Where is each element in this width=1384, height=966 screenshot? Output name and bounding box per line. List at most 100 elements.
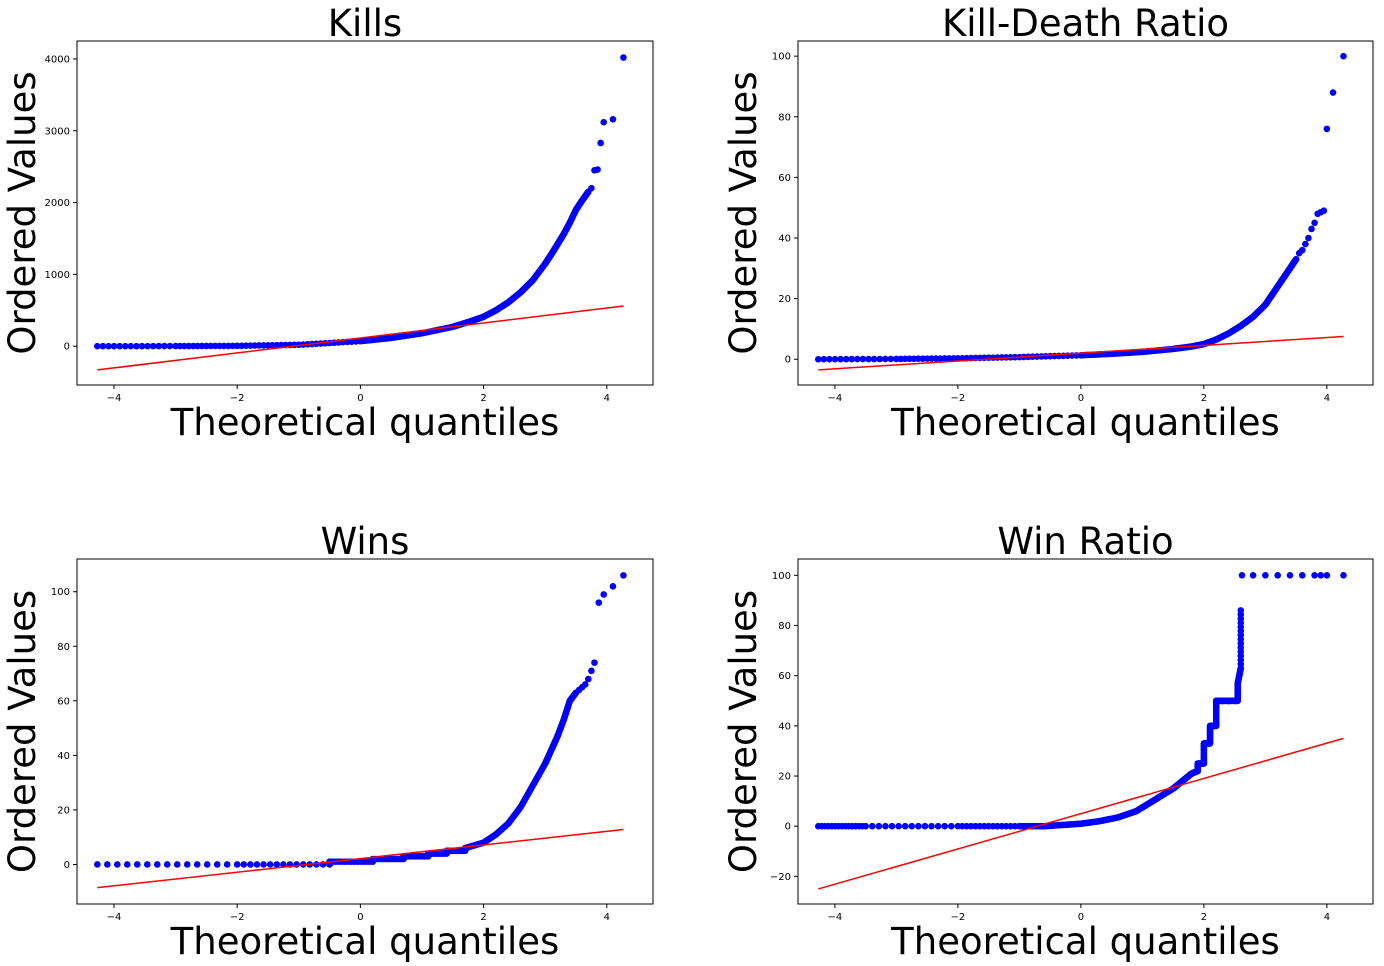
x-tick-label: 2 [1201,912,1207,923]
data-point [1262,572,1269,579]
data-point [99,342,107,350]
subplot-title: Win Ratio [997,520,1173,563]
data-point [293,861,300,868]
y-tick-label: 40 [57,751,70,762]
data-point [1274,572,1281,579]
data-point [888,822,896,830]
data-point [266,861,274,868]
y-tick-label: 2000 [45,198,70,209]
data-point [1323,572,1331,579]
y-axis-label: Ordered Values [722,590,765,873]
data-point [597,139,604,147]
x-tick-label: 4 [604,912,610,923]
y-tick-label: 20 [778,772,791,783]
x-axis-label: Theoretical quantiles [890,401,1280,444]
data-point [1292,255,1300,263]
x-tick-label: 4 [1324,393,1330,404]
x-tick-label: −4 [107,912,122,923]
subplot-title: Kills [328,2,402,45]
plot-area [94,54,627,371]
x-tick-label: 2 [480,912,486,923]
data-point [882,822,889,830]
data-point [1311,219,1318,227]
y-axis-label: Ordered Values [1,71,44,354]
data-point [908,822,916,830]
data-point [94,861,101,868]
data-point [915,822,922,830]
data-point [1302,240,1309,248]
y-axis-label: Ordered Values [1,590,44,873]
data-point [600,591,608,598]
data-point [240,861,248,868]
data-point [609,582,617,590]
data-point [848,355,856,363]
data-point [600,118,608,126]
x-tick-label: −2 [951,912,966,923]
x-tick-label: 0 [1078,912,1084,923]
data-point [585,675,592,683]
data-point [1320,207,1328,215]
subplot-title: Kill-Death Ratio [942,2,1229,45]
fit-line [818,335,1344,371]
data-point [260,861,267,868]
data-point [223,861,231,868]
data-point [273,861,281,868]
x-axis-label: Theoretical quantiles [890,920,1280,963]
y-tick-label: 100 [51,587,70,598]
x-tick-label: −4 [107,393,122,404]
data-point [1308,225,1315,233]
data-point [609,115,617,123]
data-point [588,667,595,675]
data-point [837,355,844,363]
plot-frame [797,40,1374,386]
data-point [1340,52,1347,60]
data-point [859,355,867,363]
data-point [854,355,861,363]
x-tick-label: 4 [604,393,610,404]
y-tick-label: 3000 [45,126,70,137]
y-tick-label: 80 [57,642,70,653]
x-tick-label: −2 [951,393,966,404]
data-point [941,822,949,830]
data-point [595,599,603,606]
data-point [213,861,221,868]
data-point [588,184,595,192]
data-point [1340,572,1347,579]
data-point [1305,234,1312,242]
y-tick-label: 20 [778,294,791,305]
data-point [875,822,883,830]
y-tick-label: 60 [778,671,791,682]
data-point [114,861,121,868]
data-point [1237,607,1245,614]
x-tick-label: 2 [480,393,486,404]
data-point [121,342,129,350]
y-tick-label: 100 [772,52,791,63]
plot-area [94,572,627,889]
x-tick-label: 0 [1078,393,1084,404]
data-point [1298,572,1306,579]
data-point [183,861,191,868]
y-tick-label: 80 [778,112,791,123]
data-point [870,355,878,363]
data-point [173,861,181,868]
x-axis-label: Theoretical quantiles [170,920,560,963]
x-tick-label: −4 [828,912,843,923]
data-point [1238,572,1246,579]
x-tick-label: −2 [230,912,245,923]
y-tick-label: 80 [778,621,791,632]
data-point [887,355,895,363]
data-point [193,861,201,868]
data-point [820,355,828,363]
data-point [1298,246,1306,254]
y-tick-label: 4000 [45,54,70,65]
data-point [1317,572,1325,579]
data-point [831,355,839,363]
data-point [1329,89,1337,96]
y-axis-label: Ordered Values [722,71,765,354]
data-point [163,861,171,868]
x-axis-label: Theoretical quantiles [170,401,560,444]
data-point [144,342,151,350]
plot-frame [76,40,654,386]
